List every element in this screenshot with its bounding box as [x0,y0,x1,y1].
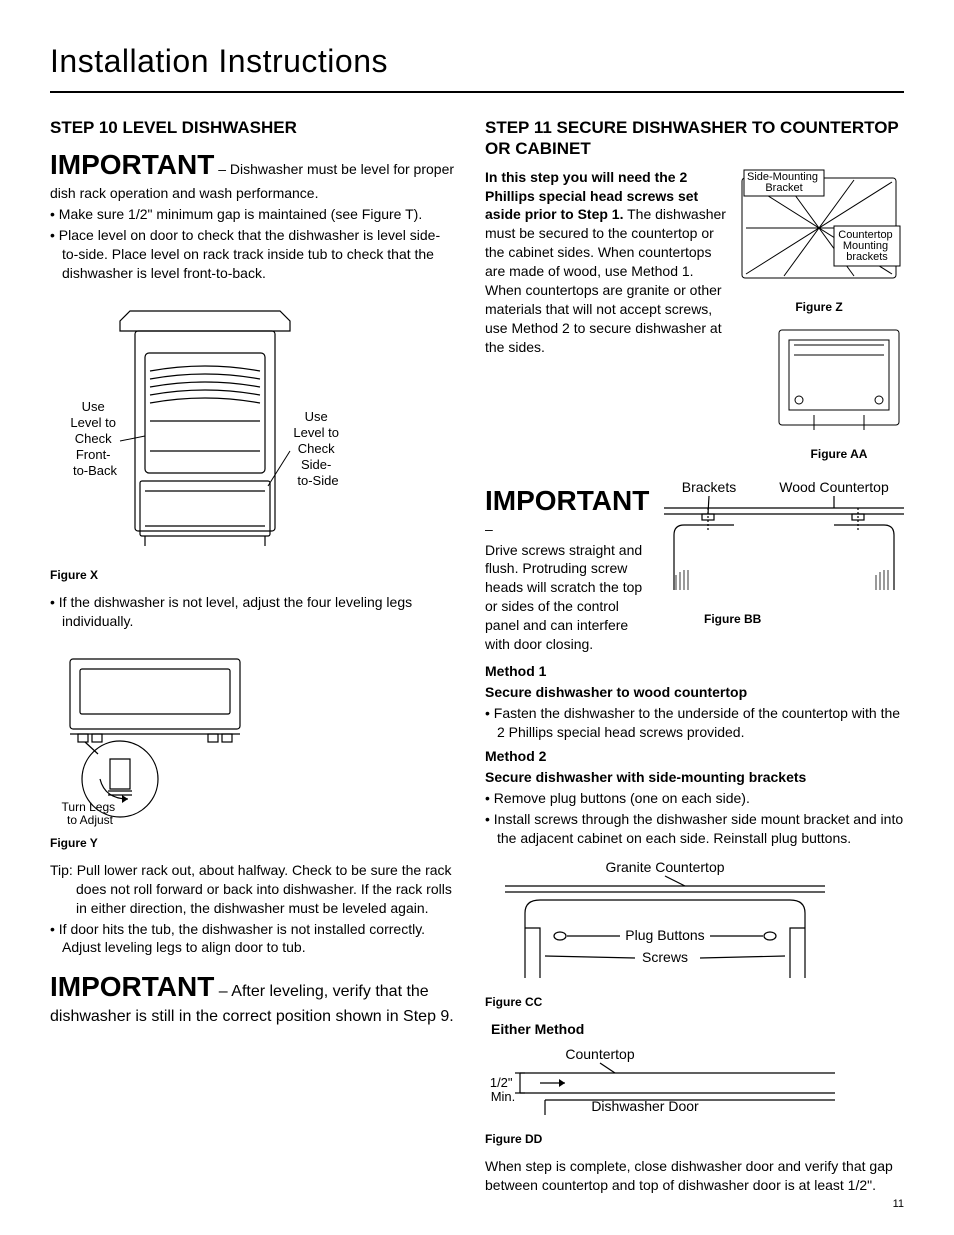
figure-cc: Granite Countertop [485,858,904,988]
tip-paragraph: Tip: Pull lower rack out, about halfway.… [50,861,455,918]
divider [50,91,904,93]
bullet-list-3: If door hits the tub, the dishwasher is … [50,920,455,958]
figure-x-caption: Figure X [50,567,455,583]
figure-y-svg: Turn Legs to Adjust [50,649,260,829]
svg-text:Screws: Screws [642,949,688,965]
svg-text:Turn Legs to Adjust: Turn Legs to Adjust [62,800,119,827]
left-column: STEP 10 LEVEL DISHWASHER IMPORTANT – Dis… [50,117,455,1197]
svg-text:Plug Buttons: Plug Buttons [625,927,704,943]
figure-dd: Countertop 1/2" [485,1045,904,1125]
figure-z-svg: Side-Mounting Bracket Countertop Mountin… [734,168,904,288]
closing-paragraph: When step is complete, close dishwasher … [485,1157,904,1195]
right-column: STEP 11 SECURE DISHWASHER TO COUNTERTOP … [485,117,904,1197]
figure-dd-caption: Figure DD [485,1131,904,1147]
bullet-item: Make sure 1/2" minimum gap is maintained… [50,205,455,224]
svg-text:Use Level to: Use Level to Check Side- to-Side [293,409,342,488]
figure-z-caption: Figure Z [734,299,904,315]
figure-aa-caption: Figure AA [774,446,904,462]
method1-heading: Method 1 [485,662,904,681]
figure-z-aa-group: Side-Mounting Bracket Countertop Mountin… [734,168,904,472]
method1-list: Fasten the dishwasher to the underside o… [485,704,904,742]
bullet-item: Fasten the dishwasher to the underside o… [485,704,904,742]
columns: STEP 10 LEVEL DISHWASHER IMPORTANT – Dis… [50,117,904,1197]
method2-sub: Secure dishwasher with side-mounting bra… [485,768,904,787]
method2-heading: Method 2 [485,747,904,766]
svg-text:Countertop: Countertop [565,1046,634,1062]
figure-cc-caption: Figure CC [485,994,904,1010]
figure-aa-svg [774,325,904,435]
method1-sub: Secure dishwasher to wood countertop [485,683,904,702]
bullet-item: Remove plug buttons (one on each side). [485,789,904,808]
svg-text:Wood Countertop: Wood Countertop [779,480,889,495]
svg-text:Countertop Mounting: Countertop Mounting brackets [838,229,896,263]
svg-text:Use Level to: Use Level to Check Front- to-Back [70,399,119,478]
figure-bb-svg: Brackets Wood Countertop [664,480,904,600]
important-para-1: IMPORTANT – Dishwasher must be level for… [50,146,455,203]
svg-text:Dishwasher Door: Dishwasher Door [591,1098,699,1114]
important-word-2: IMPORTANT [50,971,214,1002]
important-dash: – [485,521,493,537]
figure-dd-svg: Countertop 1/2" [485,1045,845,1125]
important-word-r: IMPORTANT [485,485,649,516]
either-method-heading: Either Method [491,1020,904,1039]
figure-y: Turn Legs to Adjust [50,649,455,829]
figure-y-caption: Figure Y [50,835,455,851]
bullet-list-2: If the dishwasher is not level, adjust t… [50,593,455,631]
figure-cc-svg: Granite Countertop [485,858,845,988]
page-title: Installation Instructions [50,40,904,83]
bullet-item: Install screws through the dishwasher si… [485,810,904,848]
figure-x-svg: Use Level to Check Front- to-Back Use Le… [50,301,350,561]
method2-list: Remove plug buttons (one on each side). … [485,789,904,848]
bullet-list-1: Make sure 1/2" minimum gap is maintained… [50,205,455,283]
svg-text:Granite Countertop: Granite Countertop [605,859,724,875]
bullet-item: Place level on door to check that the di… [50,226,455,283]
important-para-2: IMPORTANT – After leveling, verify that … [50,967,455,1029]
important-word-1: IMPORTANT [50,149,214,180]
bullet-item: If door hits the tub, the dishwasher is … [50,920,455,958]
svg-text:1/2" Min.: 1/2" Min. [490,1075,516,1104]
step10-heading: STEP 10 LEVEL DISHWASHER [50,117,455,138]
step11-intro-rest: The dishwasher must be secured to the co… [485,206,726,354]
page-number: 11 [893,1197,904,1212]
step11-heading: STEP 11 SECURE DISHWASHER TO COUNTERTOP … [485,117,904,160]
figure-bb-group: Brackets Wood Countertop [664,480,904,637]
figure-bb-caption: Figure BB [704,611,904,627]
figure-x: Use Level to Check Front- to-Back Use Le… [50,301,455,561]
svg-text:Brackets: Brackets [682,480,736,495]
bullet-item: If the dishwasher is not level, adjust t… [50,593,455,631]
